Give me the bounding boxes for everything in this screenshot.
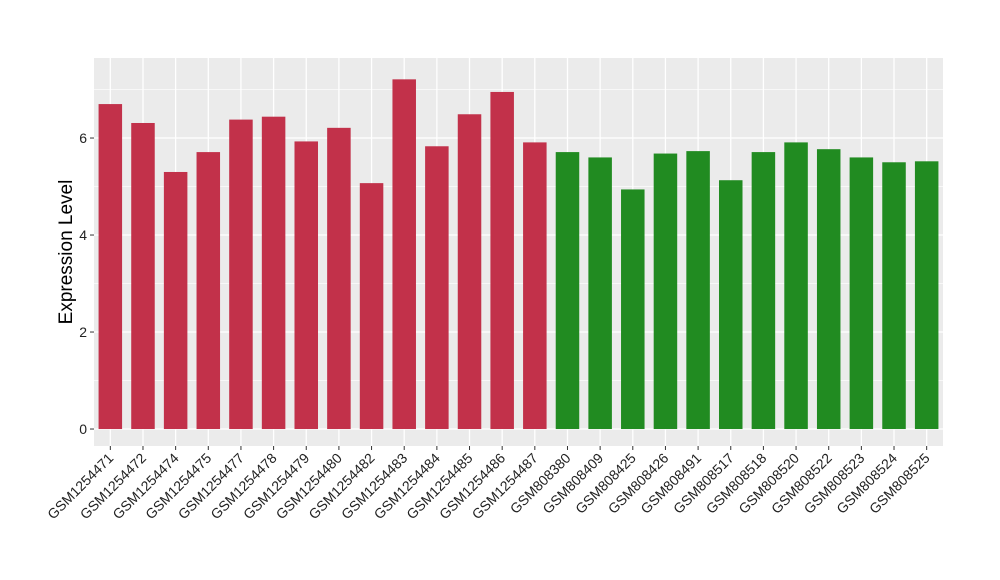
bars	[98, 79, 939, 430]
bar-GSM1254472	[131, 122, 155, 430]
bar-GSM808491	[686, 151, 710, 430]
bar-GSM1254471	[98, 104, 123, 430]
y-tick-label: 6	[79, 130, 87, 146]
bar-GSM1254482	[359, 183, 384, 430]
bar-GSM808520	[784, 142, 808, 430]
y-axis: 0 2 4 6	[79, 130, 94, 437]
bar-GSM808522	[816, 149, 841, 430]
y-tick-label: 0	[79, 421, 87, 437]
bar-GSM808525	[914, 161, 939, 430]
bar-GSM1254480	[327, 127, 351, 430]
bar-GSM1254477	[229, 119, 253, 430]
bar-GSM808517	[718, 180, 743, 430]
bar-GSM1254486	[490, 91, 514, 430]
bar-GSM808518	[751, 152, 776, 430]
bar-GSM1254485	[457, 114, 482, 430]
y-axis-title: Expression Level	[56, 180, 77, 325]
bar-GSM808425	[621, 189, 645, 430]
y-tick-label: 4	[79, 227, 87, 243]
bar-GSM1254474	[163, 171, 188, 430]
bar-GSM1254478	[261, 116, 286, 430]
bar-GSM1254475	[196, 152, 221, 430]
bar-GSM808409	[588, 157, 612, 430]
bar-GSM808524	[882, 162, 906, 430]
plot-panel	[94, 58, 943, 446]
bar-GSM808426	[653, 153, 678, 430]
bar-GSM1254487	[523, 142, 547, 430]
x-axis: GSM1254471GSM1254472GSM1254474GSM1254475…	[44, 446, 933, 522]
bar-GSM1254484	[425, 146, 449, 430]
bar-GSM1254483	[392, 79, 416, 430]
bar-GSM808523	[849, 157, 874, 430]
y-tick-label: 2	[79, 324, 87, 340]
bar-GSM808380	[555, 152, 580, 430]
bar-GSM1254479	[294, 141, 319, 430]
